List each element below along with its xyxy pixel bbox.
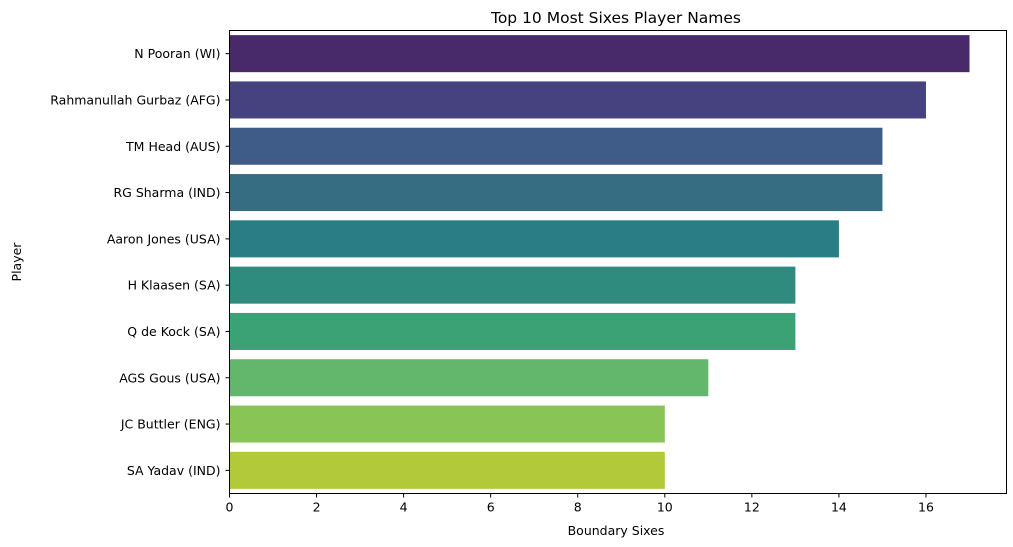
- x-tick-label: 2: [313, 500, 321, 515]
- bar: [229, 359, 709, 397]
- chart-title: Top 10 Most Sixes Player Names: [490, 9, 741, 27]
- y-axis-label: Player: [9, 242, 24, 282]
- x-tick-label: 0: [226, 500, 234, 515]
- y-tick-label: RG Sharma (IND): [113, 185, 220, 200]
- bars-group: [229, 35, 970, 489]
- x-tick-label: 6: [487, 500, 495, 515]
- y-tick-label: TM Head (AUS): [125, 139, 220, 154]
- bar: [229, 127, 883, 165]
- bar: [229, 220, 839, 258]
- y-tick-label: Q de Kock (SA): [127, 324, 220, 339]
- bar: [229, 35, 970, 73]
- y-tick-label: Rahmanullah Gurbaz (AFG): [50, 92, 220, 107]
- x-axis-ticks: 0 2 4 6 8 10 12 14 16: [226, 493, 934, 515]
- plot-frame: [229, 30, 1007, 494]
- y-tick-label: H Klaasen (SA): [128, 278, 221, 293]
- bar: [229, 174, 883, 212]
- x-tick-label: 14: [831, 500, 847, 515]
- y-tick-label: SA Yadav (IND): [127, 463, 221, 478]
- y-tick-label: Aaron Jones (USA): [107, 231, 221, 246]
- bar: [229, 451, 665, 489]
- x-tick-label: 4: [400, 500, 408, 515]
- bar: [229, 266, 796, 304]
- y-tick-label: N Pooran (WI): [134, 46, 220, 61]
- bar: [229, 405, 665, 443]
- x-tick-label: 8: [574, 500, 582, 515]
- bar: [229, 312, 796, 350]
- y-tick-label: JC Buttler (ENG): [120, 417, 221, 432]
- x-tick-label: 12: [744, 500, 760, 515]
- y-tick-label: AGS Gous (USA): [119, 370, 220, 385]
- bar: [229, 81, 926, 119]
- y-axis-ticks: N Pooran (WI) Rahmanullah Gurbaz (AFG) TM …: [50, 46, 230, 478]
- x-axis-label: Boundary Sixes: [568, 523, 665, 538]
- x-tick-label: 16: [918, 500, 934, 515]
- x-tick-label: 10: [657, 500, 673, 515]
